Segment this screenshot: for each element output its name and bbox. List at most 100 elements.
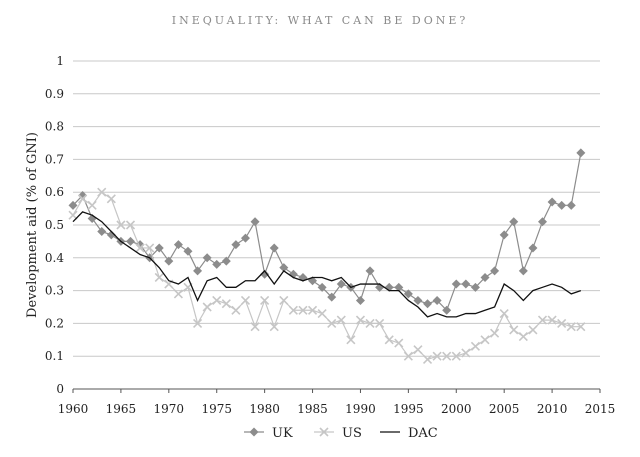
us-data-point bbox=[68, 210, 78, 220]
us-data-point bbox=[480, 335, 490, 345]
us-data-point bbox=[576, 322, 586, 332]
us-data-point bbox=[537, 315, 548, 325]
us-data-point bbox=[413, 345, 423, 355]
x-tick-label: 1995 bbox=[393, 402, 424, 416]
uk-data-point bbox=[499, 230, 509, 240]
x-tick-label: 2000 bbox=[441, 402, 472, 416]
uk-data-point bbox=[154, 243, 164, 253]
us-data-point bbox=[422, 354, 433, 365]
us-data-point bbox=[384, 335, 394, 345]
us-data-point bbox=[509, 325, 519, 335]
us-data-point bbox=[307, 305, 318, 315]
y-tick-label: 0 bbox=[56, 382, 64, 396]
us-data-point bbox=[557, 318, 567, 328]
uk-data-point bbox=[202, 253, 212, 263]
dac-series-line bbox=[72, 211, 582, 318]
us-data-point bbox=[317, 308, 327, 319]
us-data-point bbox=[87, 200, 97, 210]
uk-data-point bbox=[78, 190, 88, 200]
x-tick-label: 2005 bbox=[489, 402, 520, 416]
us-data-point bbox=[403, 351, 413, 361]
x-tick-label: 1985 bbox=[297, 402, 328, 416]
uk-data-point bbox=[538, 217, 548, 227]
us-data-point bbox=[566, 322, 576, 332]
uk-data-point bbox=[250, 217, 260, 227]
uk-data-point bbox=[518, 266, 528, 276]
uk-data-point bbox=[576, 148, 586, 158]
uk-data-point bbox=[470, 282, 480, 292]
uk-data-point bbox=[68, 200, 78, 210]
us-data-point bbox=[442, 351, 452, 361]
us-data-point bbox=[394, 338, 404, 348]
uk-data-point bbox=[327, 292, 337, 302]
uk-data-point bbox=[432, 295, 442, 305]
us-data-point bbox=[528, 325, 538, 335]
us-data-point bbox=[125, 220, 136, 230]
us-data-point bbox=[269, 322, 279, 332]
us-data-point bbox=[336, 315, 346, 325]
y-tick-label: 0.4 bbox=[45, 251, 64, 265]
uk-data-point bbox=[336, 279, 346, 289]
us-data-point bbox=[461, 348, 471, 358]
uk-data-point bbox=[317, 282, 327, 292]
uk-data-point bbox=[547, 197, 557, 207]
running-title: INEQUALITY: WHAT CAN BE DONE? bbox=[171, 14, 469, 27]
y-tick-label: 0.3 bbox=[45, 284, 64, 298]
uk-data-point bbox=[173, 240, 183, 250]
us-data-point bbox=[260, 295, 270, 306]
uk-data-point bbox=[365, 266, 375, 276]
y-tick-label: 0.2 bbox=[45, 316, 64, 330]
x-axis-ticks: 1960 1965 1970 1975 1980 1985 1990 1995 2000 2005… bbox=[58, 389, 616, 416]
uk-data-point bbox=[423, 299, 433, 309]
uk-data-point bbox=[125, 236, 135, 246]
us-data-point bbox=[202, 302, 212, 312]
uk-data-point bbox=[394, 282, 404, 292]
uk-data-point bbox=[355, 295, 365, 305]
x-tick-label: 1965 bbox=[106, 402, 137, 416]
uk-data-point bbox=[566, 200, 576, 210]
legend: UK US DAC bbox=[244, 426, 438, 441]
us-data-point bbox=[97, 187, 107, 197]
y-tick-label: 1 bbox=[56, 54, 64, 68]
legend-us-label: US bbox=[342, 426, 362, 441]
us-data-point bbox=[154, 272, 164, 283]
us-series-line bbox=[72, 191, 581, 361]
us-data-point bbox=[116, 220, 126, 230]
uk-data-point bbox=[240, 233, 250, 243]
series-layer bbox=[68, 148, 586, 365]
us-data-point bbox=[298, 305, 308, 315]
x-tick-label: 2015 bbox=[585, 402, 616, 416]
uk-data-point bbox=[97, 227, 107, 237]
uk-data-point bbox=[413, 295, 423, 305]
x-tick-label: 1990 bbox=[345, 402, 376, 416]
us-data-point bbox=[451, 351, 461, 361]
us-data-point bbox=[490, 328, 500, 338]
x-tick-label: 1975 bbox=[201, 402, 232, 416]
uk-data-point bbox=[528, 243, 538, 253]
us-data-point bbox=[327, 318, 337, 328]
us-data-point bbox=[240, 295, 251, 306]
y-tick-label: 0.7 bbox=[45, 152, 64, 166]
uk-data-point bbox=[451, 279, 461, 289]
x-tick-label: 1960 bbox=[58, 402, 89, 416]
y-axis-ticks: 0 0.1 0.2 0.3 0.4 0.5 0.6 0.7 0.8 0.9 1 bbox=[45, 54, 64, 396]
uk-data-point bbox=[490, 266, 500, 276]
us-data-point bbox=[470, 341, 481, 351]
uk-data-point bbox=[212, 259, 222, 269]
y-tick-label: 0.1 bbox=[45, 349, 64, 363]
us-data-point bbox=[78, 194, 88, 204]
uk-data-point bbox=[403, 289, 413, 299]
us-data-point bbox=[231, 305, 241, 315]
us-data-point bbox=[547, 315, 557, 325]
legend-uk-label: UK bbox=[272, 426, 293, 441]
uk-data-point bbox=[164, 256, 174, 266]
x-tick-label: 1980 bbox=[249, 402, 280, 416]
uk-data-point bbox=[106, 230, 116, 240]
y-tick-label: 0.5 bbox=[45, 218, 64, 232]
us-data-point bbox=[499, 308, 509, 319]
uk-data-point bbox=[557, 200, 567, 210]
uk-data-point bbox=[480, 272, 490, 282]
us-data-point bbox=[250, 322, 260, 332]
us-data-point bbox=[135, 243, 145, 253]
